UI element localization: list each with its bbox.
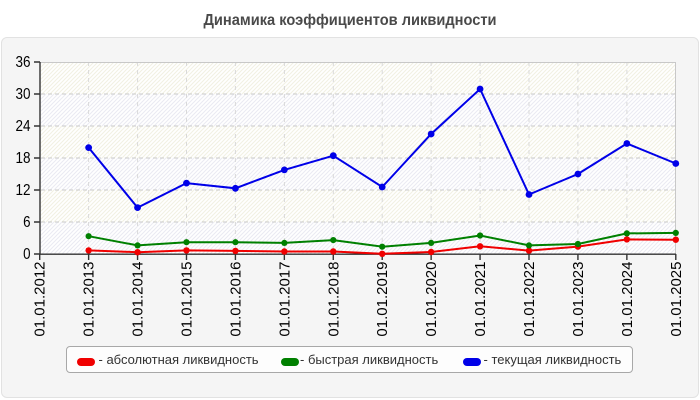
- svg-text:01.01.2020: 01.01.2020: [423, 262, 440, 337]
- svg-text:36: 36: [16, 54, 31, 71]
- svg-text:0: 0: [23, 246, 30, 263]
- svg-text:12: 12: [16, 182, 31, 199]
- svg-text:01.01.2018: 01.01.2018: [325, 262, 342, 337]
- svg-text:30: 30: [16, 86, 31, 103]
- svg-text:01.01.2022: 01.01.2022: [521, 262, 538, 337]
- svg-text:01.01.2023: 01.01.2023: [570, 262, 587, 337]
- svg-text:01.01.2024: 01.01.2024: [619, 262, 636, 337]
- svg-text:6: 6: [23, 214, 30, 231]
- svg-text:01.01.2021: 01.01.2021: [472, 262, 489, 337]
- svg-text:Динамика коэффициентов ликвидн: Динамика коэффициентов ликвидности: [204, 12, 497, 29]
- svg-text:18: 18: [16, 150, 31, 167]
- svg-text:01.01.2015: 01.01.2015: [178, 262, 195, 337]
- svg-text:01.01.2017: 01.01.2017: [276, 262, 293, 337]
- svg-text:01.01.2013: 01.01.2013: [81, 262, 98, 337]
- svg-text:01.01.2014: 01.01.2014: [130, 262, 147, 337]
- svg-text:01.01.2025: 01.01.2025: [668, 262, 685, 337]
- svg-text:01.01.2012: 01.01.2012: [32, 262, 49, 337]
- svg-text:24: 24: [16, 118, 31, 135]
- svg-text:01.01.2019: 01.01.2019: [374, 262, 391, 337]
- svg-text:01.01.2016: 01.01.2016: [227, 262, 244, 337]
